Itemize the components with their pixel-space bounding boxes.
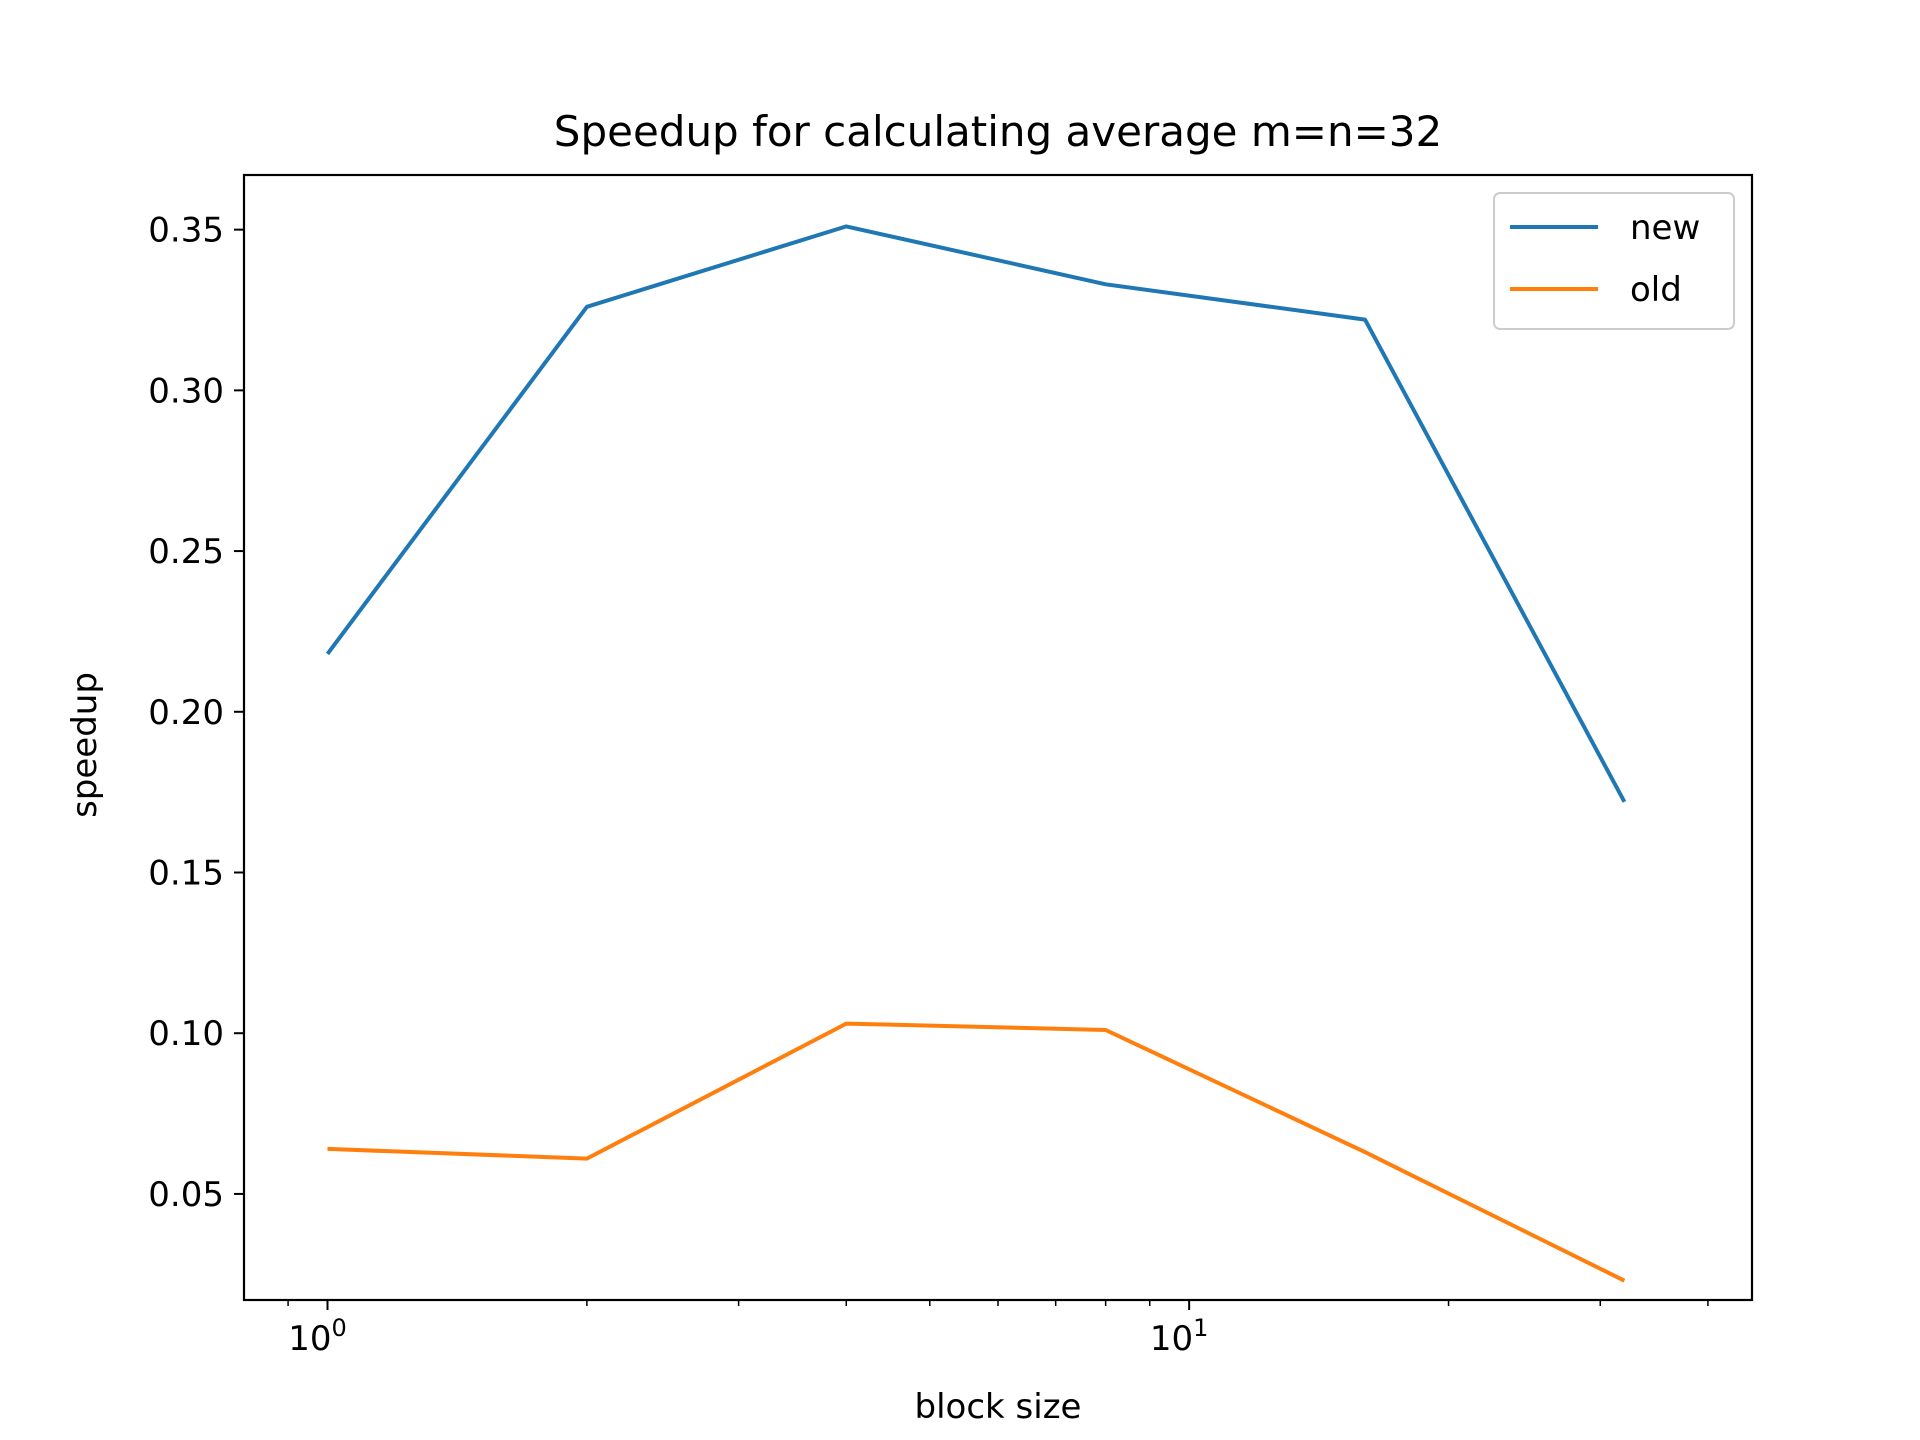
y-tick-label: 0.20 [148,693,224,733]
x-tick-exponent: 0 [331,1314,346,1342]
x-tick-base: 10 [288,1319,331,1359]
y-tick-label: 0.30 [148,371,224,411]
x-axis-label: block size [915,1387,1082,1427]
y-tick-label: 0.35 [148,211,224,251]
chart-title: Speedup for calculating average m=n=32 [554,107,1442,156]
x-tick-exponent: 1 [1193,1314,1208,1342]
legend-label-new: new [1630,208,1700,248]
x-tick-base: 10 [1150,1319,1193,1359]
series-line-old [327,1021,1626,1283]
x-tick-label: 101 [1150,1314,1209,1359]
y-tick-label: 0.05 [148,1175,224,1215]
y-tick-label: 0.25 [148,532,224,572]
y-tick-label: 0.15 [148,854,224,894]
legend-label-old: old [1630,270,1682,310]
x-tick-label: 100 [288,1314,347,1359]
y-axis-label: speedup [65,672,105,818]
series-line-new [325,224,1627,803]
y-tick-label: 0.10 [148,1014,224,1054]
